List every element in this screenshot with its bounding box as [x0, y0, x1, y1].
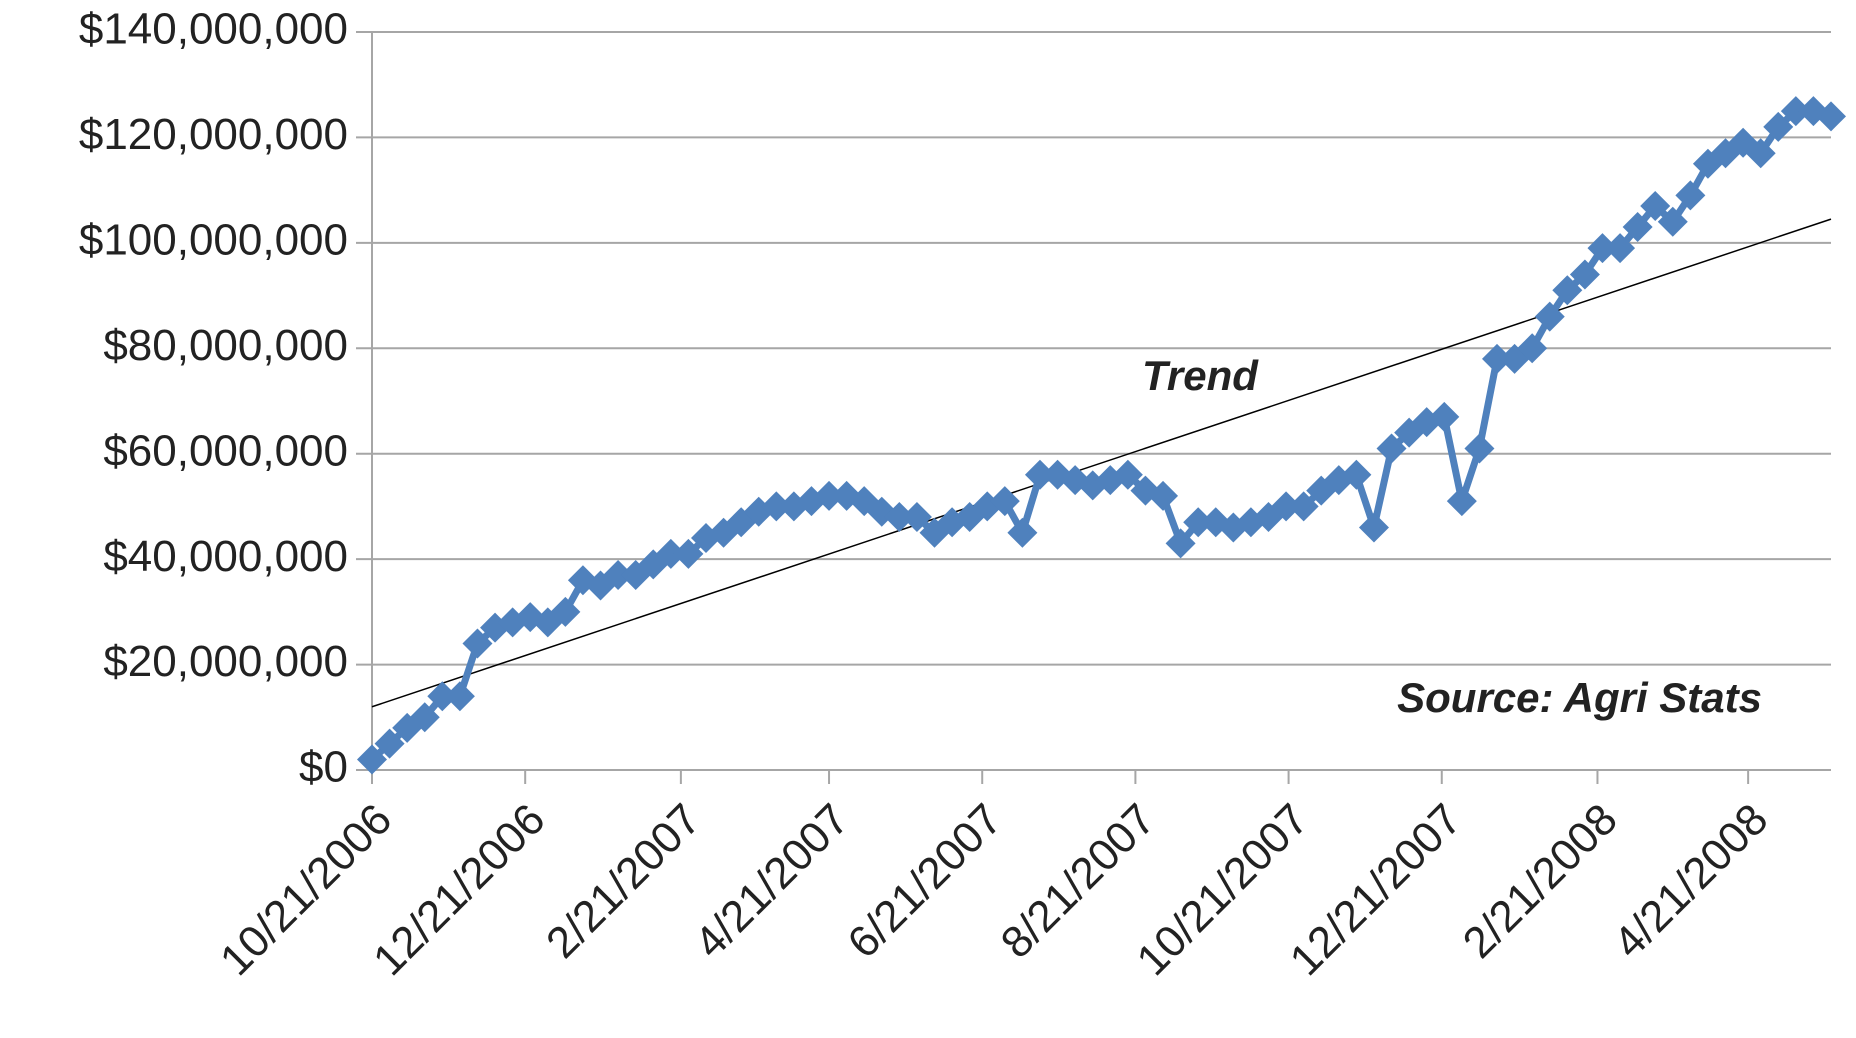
- y-tick-label: $80,000,000: [103, 321, 348, 370]
- plot: $0 $20,000,000 $40,000,000 $60,000,000 $80,0…: [79, 5, 1846, 985]
- marker: [1148, 480, 1179, 511]
- marker: [1640, 190, 1671, 221]
- marker: [1587, 233, 1618, 264]
- marker: [901, 501, 932, 532]
- marker: [1675, 180, 1706, 211]
- marker: [1165, 528, 1196, 559]
- y-tick-label: $140,000,000: [79, 5, 348, 54]
- marker: [357, 744, 387, 775]
- marker: [1464, 433, 1495, 464]
- y-tick-label: $120,000,000: [79, 110, 348, 159]
- marker: [655, 538, 686, 569]
- marker: [814, 480, 845, 511]
- marker: [1341, 459, 1372, 490]
- marker: [1763, 111, 1794, 142]
- marker: [462, 628, 493, 659]
- marker: [1622, 212, 1653, 243]
- marker: [1816, 101, 1846, 132]
- marker: [1007, 517, 1038, 548]
- marker: [1288, 491, 1319, 522]
- marker: [1024, 459, 1055, 490]
- marker: [1517, 333, 1548, 364]
- marker: [1446, 486, 1477, 517]
- marker: [1429, 401, 1460, 432]
- y-tick-label: $40,000,000: [103, 532, 348, 581]
- y-tick-label: $100,000,000: [79, 215, 348, 264]
- y-tick-label: $0: [299, 743, 348, 792]
- marker: [550, 596, 581, 627]
- marker: [1358, 512, 1389, 543]
- marker: [761, 491, 792, 522]
- marker: [1605, 233, 1636, 264]
- x-tick-label: 2/21/2007: [537, 795, 710, 968]
- marker: [1552, 275, 1583, 306]
- marker: [1376, 433, 1407, 464]
- marker: [427, 681, 458, 712]
- marker: [884, 501, 915, 532]
- y-tick-label: $20,000,000: [103, 637, 348, 686]
- y-tick-label: $60,000,000: [103, 426, 348, 475]
- marker: [989, 486, 1020, 517]
- marker: [1482, 343, 1513, 374]
- trend-label: Trend: [1142, 352, 1259, 399]
- marker: [444, 681, 475, 712]
- marker: [603, 559, 634, 590]
- marker: [1534, 301, 1565, 332]
- marker: [374, 728, 405, 759]
- marker: [1780, 96, 1811, 127]
- x-tick-label: 6/21/2007: [838, 795, 1011, 968]
- marker: [1569, 259, 1600, 290]
- x-tick-label: 2/21/2008: [1454, 795, 1627, 968]
- trend-line: [371, 218, 1832, 708]
- marker: [1657, 206, 1688, 237]
- marker: [849, 486, 880, 517]
- marker: [1745, 138, 1776, 169]
- marker: [409, 702, 440, 733]
- marker: [673, 538, 704, 569]
- marker: [1112, 459, 1143, 490]
- marker: [1271, 491, 1302, 522]
- series-line: [369, 107, 1833, 763]
- x-tick-label: 4/21/2007: [685, 795, 858, 968]
- source-note: Source: Agri Stats: [1397, 674, 1762, 721]
- x-tick-label: 4/21/2008: [1604, 795, 1777, 968]
- marker: [1183, 507, 1214, 538]
